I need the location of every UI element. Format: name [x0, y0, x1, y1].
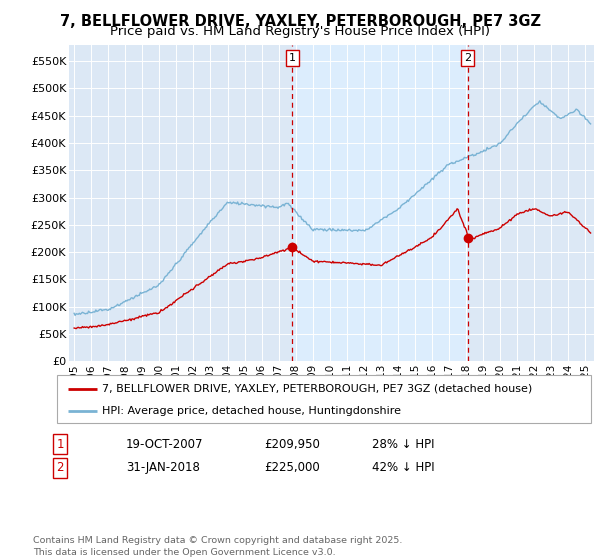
FancyBboxPatch shape: [57, 375, 591, 423]
Text: 1: 1: [289, 53, 296, 63]
Text: Contains HM Land Registry data © Crown copyright and database right 2025.
This d: Contains HM Land Registry data © Crown c…: [33, 536, 403, 557]
Text: 31-JAN-2018: 31-JAN-2018: [126, 461, 200, 474]
Text: 2: 2: [464, 53, 471, 63]
Text: £225,000: £225,000: [264, 461, 320, 474]
Text: 42% ↓ HPI: 42% ↓ HPI: [372, 461, 434, 474]
Text: Price paid vs. HM Land Registry's House Price Index (HPI): Price paid vs. HM Land Registry's House …: [110, 25, 490, 38]
Text: HPI: Average price, detached house, Huntingdonshire: HPI: Average price, detached house, Hunt…: [103, 406, 401, 416]
Text: 2: 2: [56, 461, 64, 474]
Text: 28% ↓ HPI: 28% ↓ HPI: [372, 437, 434, 451]
Text: 19-OCT-2007: 19-OCT-2007: [126, 437, 203, 451]
Text: 7, BELLFLOWER DRIVE, YAXLEY, PETERBOROUGH, PE7 3GZ (detached house): 7, BELLFLOWER DRIVE, YAXLEY, PETERBOROUG…: [103, 384, 533, 394]
Text: £209,950: £209,950: [264, 437, 320, 451]
Bar: [292, 45, 467, 361]
Text: 7, BELLFLOWER DRIVE, YAXLEY, PETERBOROUGH, PE7 3GZ: 7, BELLFLOWER DRIVE, YAXLEY, PETERBOROUG…: [59, 14, 541, 29]
Text: 1: 1: [56, 437, 64, 451]
